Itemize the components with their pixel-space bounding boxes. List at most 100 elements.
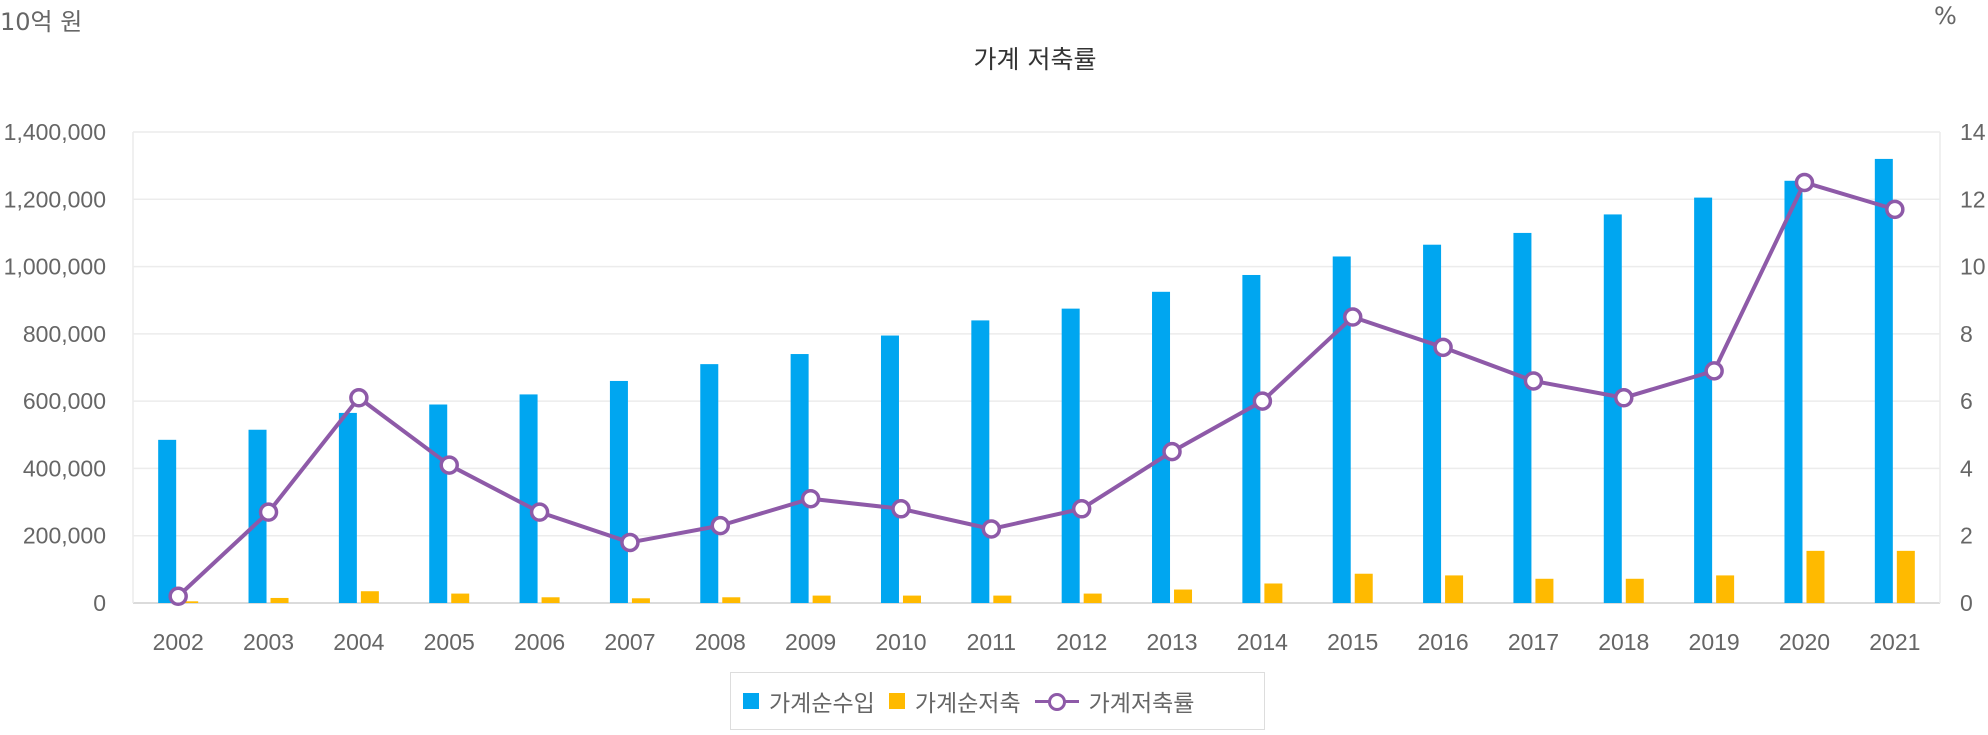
x-tick-label: 2008 — [695, 629, 746, 655]
right-axis-unit: % — [1934, 2, 1957, 30]
point-saving-rate — [258, 502, 279, 522]
bar-net-saving — [993, 595, 1012, 603]
point-saving-rate — [349, 388, 369, 408]
x-tick-label: 2014 — [1237, 629, 1288, 655]
y2-tick-label: 10 — [1960, 254, 1986, 280]
bar-net-saving — [1716, 575, 1735, 603]
x-tick-label: 2006 — [514, 629, 565, 655]
y2-tick-label: 0 — [1960, 590, 1973, 616]
bar-net-saving — [1264, 583, 1283, 603]
bar-net-income — [338, 412, 357, 603]
bar-net-saving — [270, 597, 289, 603]
bar-net-income — [1423, 244, 1442, 604]
point-saving-rate — [1252, 391, 1273, 411]
y-tick-label: 600,000 — [23, 388, 106, 414]
bar-net-income — [1061, 308, 1080, 603]
point-saving-rate — [1162, 441, 1182, 462]
y-tick-label: 0 — [93, 590, 106, 616]
x-tick-label: 2017 — [1508, 629, 1559, 655]
bar-net-income — [880, 335, 899, 603]
legend-item-saving-rate: 가계저축률 — [1034, 684, 1194, 718]
x-tick-label: 2021 — [1869, 629, 1920, 655]
bar-net-saving — [1174, 589, 1193, 603]
y-tick-label: 1,200,000 — [4, 186, 106, 212]
bar-net-income — [158, 439, 177, 603]
point-saving-rate — [981, 519, 1002, 539]
point-saving-rate — [620, 532, 640, 553]
y2-tick-label: 4 — [1960, 455, 1973, 481]
point-saving-rate — [1885, 199, 1905, 220]
y-tick-label: 1,000,000 — [4, 254, 106, 280]
bar-net-saving — [180, 601, 199, 603]
bar-net-saving — [1445, 575, 1464, 603]
bar-net-saving — [1535, 578, 1554, 603]
bar-net-saving — [541, 597, 560, 603]
x-tick-label: 2010 — [875, 629, 926, 655]
bar-net-saving — [360, 591, 379, 603]
legend-label-net-income: 가계순수입 — [769, 691, 875, 717]
x-tick-label: 2002 — [153, 629, 204, 655]
bar-net-saving — [1083, 593, 1102, 603]
point-saving-rate — [1614, 388, 1634, 408]
point-saving-rate — [529, 502, 550, 522]
point-saving-rate — [1794, 172, 1815, 193]
y-tick-label: 800,000 — [23, 321, 106, 347]
point-saving-rate — [1071, 499, 1092, 519]
bar-net-saving — [451, 593, 470, 603]
legend-label-net-saving: 가계순저축 — [914, 691, 1021, 717]
y2-tick-label: 6 — [1960, 388, 1973, 414]
point-saving-rate — [439, 455, 459, 475]
bar-net-income — [1694, 197, 1713, 603]
legend-item-net-saving: 가계순저축 — [888, 684, 1021, 718]
bar-net-income — [1874, 158, 1893, 603]
x-tick-label: 2012 — [1056, 629, 1107, 655]
legend-item-net-income: 가계순수입 — [743, 684, 875, 718]
y-tick-label: 1,400,000 — [4, 119, 106, 145]
x-tick-label: 2019 — [1689, 629, 1740, 655]
bar-net-income — [1784, 180, 1803, 603]
x-tick-label: 2020 — [1779, 629, 1830, 655]
bar-net-income — [1603, 214, 1622, 604]
legend-swatch-net-income — [743, 693, 759, 709]
x-tick-label: 2016 — [1417, 629, 1468, 655]
x-tick-label: 2009 — [785, 629, 836, 655]
bar-net-income — [248, 429, 267, 603]
x-tick-label: 2011 — [967, 629, 1016, 655]
bar-net-saving — [631, 598, 650, 603]
bar-net-income — [519, 394, 538, 603]
y2-tick-label: 8 — [1960, 321, 1973, 347]
bar-net-saving — [1896, 550, 1915, 603]
x-tick-label: 2005 — [424, 629, 475, 655]
point-saving-rate — [1523, 371, 1544, 391]
point-saving-rate — [800, 488, 821, 509]
x-tick-label: 2018 — [1598, 629, 1649, 655]
bar-net-income — [1152, 291, 1171, 603]
bar-net-income — [1242, 274, 1261, 603]
bar-net-income — [700, 364, 719, 603]
bar-net-income — [429, 404, 448, 603]
bar-net-saving — [1354, 573, 1373, 603]
legend-line-marker-icon — [1034, 691, 1079, 711]
bar-net-income — [1513, 232, 1532, 603]
y2-tick-label: 12 — [1960, 186, 1986, 212]
y2-tick-label: 14 — [1960, 119, 1986, 145]
bar-net-saving — [812, 595, 831, 603]
bar-net-saving — [722, 597, 741, 603]
bar-net-income — [1332, 256, 1351, 603]
x-tick-label: 2007 — [604, 629, 655, 655]
y-tick-label: 200,000 — [23, 523, 106, 549]
y-tick-label: 400,000 — [23, 455, 106, 481]
y2-tick-label: 2 — [1960, 523, 1973, 549]
point-saving-rate — [710, 515, 731, 536]
legend: 가계순수입 가계순저축 가계저축률 — [730, 672, 1265, 730]
point-saving-rate — [1704, 361, 1724, 381]
bar-net-income — [971, 320, 990, 603]
line-saving-rate — [176, 180, 1896, 598]
point-saving-rate — [168, 586, 188, 607]
point-saving-rate — [1433, 337, 1453, 358]
x-tick-label: 2003 — [243, 629, 294, 655]
bar-net-saving — [1625, 578, 1644, 603]
point-saving-rate — [891, 499, 911, 519]
x-tick-label: 2004 — [333, 629, 384, 655]
